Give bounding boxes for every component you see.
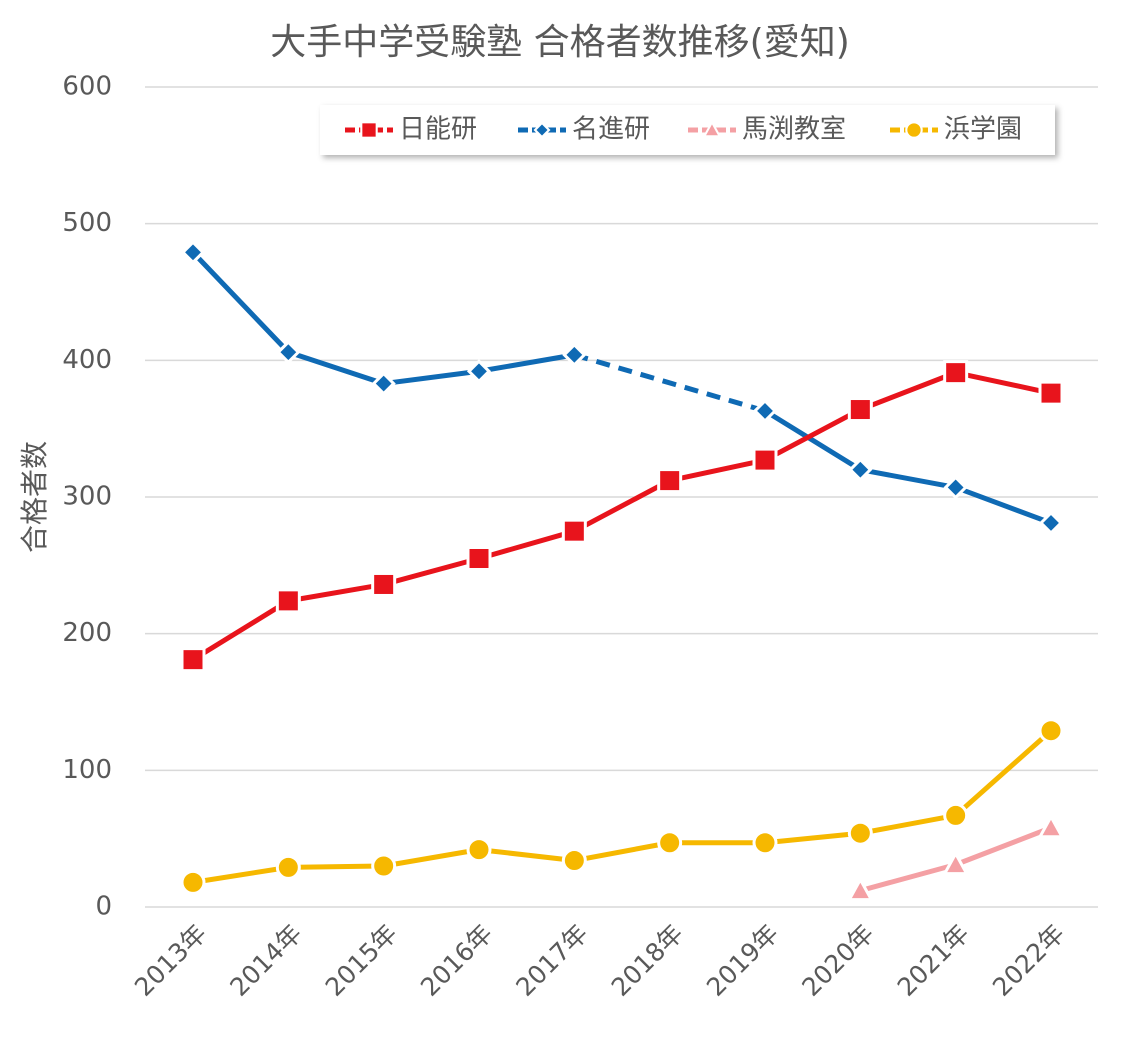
marker [371, 571, 397, 597]
marker [752, 447, 778, 473]
marker [943, 475, 968, 500]
marker [657, 468, 683, 494]
y-tick-label: 400 [62, 345, 112, 375]
y-tick-label: 200 [62, 618, 112, 648]
chart-title: 大手中学受験塾 合格者数推移(愛知) [270, 22, 850, 63]
marker [562, 342, 587, 367]
marker [533, 121, 551, 139]
y-tick-label: 600 [62, 72, 112, 102]
x-tick-label: 2015年 [320, 919, 403, 1002]
marker [180, 240, 206, 265]
gap-connector [573, 352, 766, 414]
marker [466, 837, 492, 863]
marker [360, 121, 378, 139]
marker [561, 848, 587, 874]
marker [275, 588, 301, 614]
marker [1038, 510, 1064, 536]
x-tick-label: 2017年 [510, 919, 593, 1002]
series-line [192, 728, 1053, 885]
x-tick-label: 2019年 [701, 919, 784, 1002]
marker [466, 546, 492, 571]
marker [371, 371, 396, 396]
marker [905, 121, 923, 139]
y-tick-label: 500 [62, 208, 112, 238]
legend-label: 浜学園 [944, 115, 1022, 145]
legend-label: 名進研 [572, 115, 650, 145]
marker [276, 340, 301, 365]
marker [847, 820, 873, 846]
marker [942, 850, 970, 876]
marker [702, 120, 722, 138]
marker [752, 830, 778, 856]
marker [943, 360, 969, 386]
y-tick-label: 300 [62, 482, 112, 512]
x-tick-label: 2018年 [606, 919, 689, 1002]
marker [847, 397, 873, 423]
marker [943, 802, 969, 828]
marker [752, 398, 778, 424]
legend-label: 馬渕教室 [742, 115, 846, 145]
y-axis-label: 合格者数 [18, 441, 51, 553]
x-tick-label: 2020年 [796, 919, 879, 1002]
marker [1038, 380, 1064, 406]
x-tick-label: 2016年 [415, 919, 498, 1002]
legend-label: 日能研 [399, 115, 477, 145]
x-tick-label: 2021年 [892, 919, 975, 1002]
y-tick-label: 0 [95, 892, 112, 922]
marker [846, 876, 874, 902]
x-tick-label: 2013年 [129, 919, 212, 1002]
marker [371, 853, 397, 879]
marker [561, 518, 587, 544]
marker [1037, 813, 1065, 839]
x-tick-label: 2014年 [224, 919, 307, 1002]
marker [1038, 718, 1064, 744]
marker [275, 854, 301, 880]
series-line [191, 370, 1052, 662]
legend: 日能研 名進研 馬渕教室 浜学園 [320, 105, 1055, 155]
marker [466, 359, 492, 384]
marker [848, 457, 873, 482]
marker [180, 869, 206, 895]
marker [180, 647, 206, 673]
marker [657, 830, 683, 856]
x-tick-label: 2022年 [987, 919, 1070, 1002]
y-tick-label: 100 [62, 755, 112, 785]
